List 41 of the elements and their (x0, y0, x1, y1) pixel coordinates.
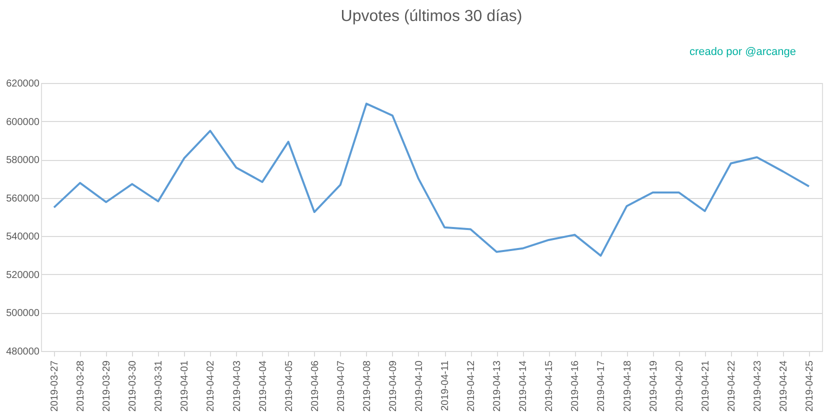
x-tick-label: 2019-04-11 (440, 360, 452, 411)
x-tick-label: 2019-04-08 (362, 360, 373, 412)
x-tick-label: 2019-04-19 (648, 360, 660, 412)
x-tick-label: 2019-04-18 (622, 360, 634, 412)
x-tick-label: 2019-04-03 (232, 360, 243, 412)
y-tick-label: 620000 (6, 78, 40, 90)
y-tick-label: 600000 (6, 116, 40, 128)
x-tick-label: 2019-04-15 (544, 360, 556, 412)
x-tick-label: 2019-04-24 (778, 360, 790, 412)
x-tick-label: 2019-04-20 (674, 360, 686, 412)
y-tick-label: 580000 (6, 155, 40, 166)
x-tick-label: 2019-04-05 (284, 360, 295, 412)
y-tick-label: 480000 (6, 346, 40, 358)
x-tick-label: 2019-04-14 (518, 360, 530, 412)
x-tick-label: 2019-04-07 (336, 360, 347, 412)
x-tick-label: 2019-04-25 (804, 360, 816, 412)
x-tick-label: 2019-03-30 (128, 360, 139, 412)
x-tick-label: 2019-04-21 (700, 360, 712, 412)
y-tick-label: 500000 (6, 308, 40, 320)
y-tick-label: 560000 (6, 193, 40, 204)
x-tick-label: 2019-04-06 (310, 360, 321, 412)
x-tick-label: 2019-03-29 (102, 360, 113, 412)
y-tick-label: 540000 (6, 232, 40, 243)
chart-title: Upvotes (últimos 30 días) (340, 8, 522, 25)
y-tick-label: 520000 (6, 270, 40, 281)
text: creado por @arcange (689, 46, 796, 58)
x-tick-label: 2019-03-28 (76, 360, 87, 412)
x-tick-label: 2019-04-13 (492, 360, 504, 412)
x-tick-label: 2019-04-17 (596, 360, 608, 412)
x-tick-label: 2019-04-16 (570, 360, 582, 412)
x-tick-label: 2019-04-02 (206, 360, 217, 412)
x-tick-label: 2019-03-27 (50, 360, 61, 412)
x-tick-label: 2019-04-01 (180, 360, 191, 412)
x-tick-label: 2019-03-31 (154, 360, 165, 412)
x-tick-label: 2019-04-22 (726, 360, 738, 412)
x-tick-label: 2019-04-10 (414, 360, 425, 412)
x-tick-label: 2019-04-23 (752, 360, 764, 412)
line-series (53, 102, 810, 257)
x-tick-label: 2019-04-04 (258, 360, 269, 412)
x-tick-label: 2019-04-09 (388, 360, 399, 412)
x-tick-label: 2019-04-12 (466, 360, 478, 412)
